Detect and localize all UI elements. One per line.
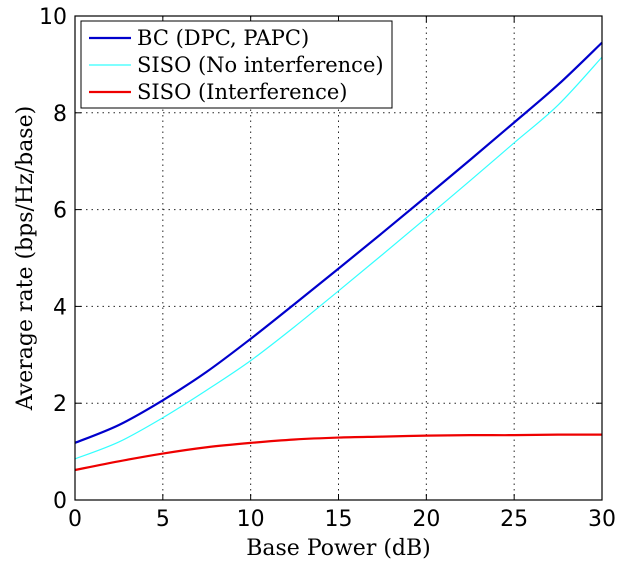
series-lines xyxy=(74,41,603,472)
y-tick-label: 4 xyxy=(53,295,67,320)
legend-label-2: SISO (No interference) xyxy=(137,53,384,77)
grid-lines xyxy=(75,16,602,500)
legend: BC (DPC, PAPC) SISO (No interference) SISO… xyxy=(80,20,393,109)
x-tick-label: 20 xyxy=(412,507,440,532)
legend-label-3: SISO (Interference) xyxy=(137,80,347,104)
x-tick-labels: 0 5 10 15 20 25 30 xyxy=(68,507,616,532)
x-tick-label: 10 xyxy=(237,507,265,532)
x-tick-label: 5 xyxy=(156,507,170,532)
y-tick-label: 10 xyxy=(39,5,67,30)
x-tick-label: 0 xyxy=(68,507,82,532)
y-axis-title: Average rate (bps/Hz/base) xyxy=(13,106,38,411)
legend-box xyxy=(80,20,393,109)
legend-label-1: BC (DPC, PAPC) xyxy=(137,26,309,50)
series-line-1 xyxy=(74,41,603,444)
y-tick-label: 6 xyxy=(53,199,67,224)
y-tick-label: 8 xyxy=(53,102,67,127)
x-tick-label: 15 xyxy=(325,507,353,532)
y-tick-label: 2 xyxy=(53,392,67,417)
x-tick-label: 30 xyxy=(588,507,616,532)
x-axis-title: Base Power (dB) xyxy=(246,536,431,561)
series-line-3 xyxy=(74,433,603,472)
y-tick-label: 0 xyxy=(53,489,67,514)
series-line-2 xyxy=(74,56,603,460)
x-tick-label: 25 xyxy=(500,507,528,532)
y-tick-labels: 0 2 4 6 8 10 xyxy=(39,5,67,514)
